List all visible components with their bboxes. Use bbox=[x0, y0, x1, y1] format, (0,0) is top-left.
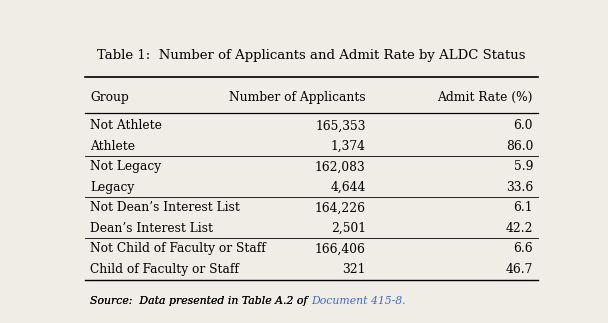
Text: 33.6: 33.6 bbox=[506, 181, 533, 194]
Text: 4,644: 4,644 bbox=[330, 181, 366, 194]
Text: 164,226: 164,226 bbox=[315, 201, 366, 214]
Text: 2,501: 2,501 bbox=[331, 222, 366, 235]
Text: 46.7: 46.7 bbox=[506, 263, 533, 276]
Text: 6.0: 6.0 bbox=[514, 119, 533, 132]
Text: 321: 321 bbox=[342, 263, 366, 276]
Text: Not Child of Faculty or Staff: Not Child of Faculty or Staff bbox=[90, 243, 266, 255]
Text: 5.9: 5.9 bbox=[514, 160, 533, 173]
Text: 42.2: 42.2 bbox=[506, 222, 533, 235]
Text: 1,374: 1,374 bbox=[331, 140, 366, 153]
Text: Not Athlete: Not Athlete bbox=[90, 119, 162, 132]
Text: 6.6: 6.6 bbox=[513, 243, 533, 255]
Text: 166,406: 166,406 bbox=[315, 243, 366, 255]
Text: 86.0: 86.0 bbox=[506, 140, 533, 153]
Text: Legacy: Legacy bbox=[90, 181, 134, 194]
Text: Athlete: Athlete bbox=[90, 140, 135, 153]
Text: 165,353: 165,353 bbox=[316, 119, 366, 132]
Text: 162,083: 162,083 bbox=[315, 160, 366, 173]
Text: Child of Faculty or Staff: Child of Faculty or Staff bbox=[90, 263, 239, 276]
Text: Not Dean’s Interest List: Not Dean’s Interest List bbox=[90, 201, 240, 214]
Text: Not Legacy: Not Legacy bbox=[90, 160, 161, 173]
Text: Dean’s Interest List: Dean’s Interest List bbox=[90, 222, 213, 235]
Text: Admit Rate (%): Admit Rate (%) bbox=[438, 91, 533, 104]
Text: Number of Applicants: Number of Applicants bbox=[229, 91, 366, 104]
Text: Document 415-8.: Document 415-8. bbox=[311, 296, 406, 306]
Text: Source:  Data presented in Table A.2 of: Source: Data presented in Table A.2 of bbox=[90, 296, 311, 306]
Text: 6.1: 6.1 bbox=[514, 201, 533, 214]
Text: Group: Group bbox=[90, 91, 129, 104]
Text: Table 1:  Number of Applicants and Admit Rate by ALDC Status: Table 1: Number of Applicants and Admit … bbox=[97, 49, 526, 62]
Text: Source:  Data presented in Table A.2 of: Source: Data presented in Table A.2 of bbox=[90, 296, 311, 306]
